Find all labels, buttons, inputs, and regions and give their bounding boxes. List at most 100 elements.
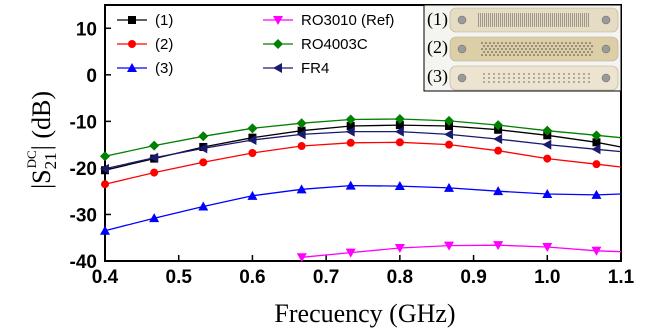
legend-marker (128, 16, 136, 24)
series-4 (100, 114, 622, 162)
y-axis-label-tail: | (dB) (27, 91, 56, 150)
y-tick-label: 0 (86, 66, 97, 87)
data-point (345, 248, 356, 258)
inset-board-3 (449, 65, 619, 91)
data-point (101, 180, 109, 189)
data-point (100, 225, 110, 235)
legend-marker (273, 63, 282, 73)
data-point (199, 158, 208, 167)
data-point (149, 140, 160, 151)
data-point (100, 151, 110, 162)
data-point (542, 188, 553, 198)
data-point (394, 243, 405, 253)
data-point (345, 180, 356, 190)
legend-label: FR4 (301, 60, 329, 77)
inset-label-2: (2) (427, 37, 448, 58)
data-point (247, 134, 257, 145)
y-axis-label-subscript: 21 (41, 152, 60, 169)
data-point (346, 122, 355, 131)
data-point (198, 131, 209, 142)
legend-label: (3) (155, 60, 173, 77)
y-axis-label: |S21DC| (dB) (24, 91, 60, 189)
series-3 (296, 241, 622, 263)
y-tick-label: 10 (76, 19, 97, 40)
x-tick-label: 1.1 (608, 267, 635, 288)
data-point (395, 138, 404, 147)
data-point (394, 181, 405, 191)
inset-photo: (1) (2) (3) (423, 4, 622, 92)
data-point (445, 122, 454, 131)
data-point (100, 163, 109, 174)
legend-marker (127, 63, 137, 72)
data-point (444, 115, 455, 126)
series-line (104, 130, 622, 170)
data-point (296, 129, 306, 140)
data-point (592, 160, 601, 169)
data-point (149, 213, 160, 223)
x-axis-label: Frecuency (GHz) (274, 299, 455, 328)
y-tick-label: -10 (70, 112, 97, 133)
x-tick-label: 0.5 (166, 267, 193, 288)
inset-board-1 (449, 7, 619, 33)
plot-frame (104, 4, 622, 262)
data-point (542, 139, 552, 150)
x-tick-label: 0.7 (313, 267, 339, 288)
data-point (591, 189, 602, 199)
y-tick-label: -40 (70, 252, 97, 273)
legend-label: RO3010 (Ref) (301, 12, 394, 29)
data-point (149, 152, 159, 163)
data-point (247, 190, 258, 200)
data-point (346, 138, 355, 147)
x-tick-label: 0.9 (460, 267, 486, 288)
inset-board-2 (449, 36, 619, 62)
data-point (543, 154, 552, 163)
data-point (493, 134, 503, 145)
data-point (395, 121, 404, 130)
data-point (542, 125, 553, 136)
series-line (104, 118, 622, 157)
y-axis-label-superscript: DC (24, 150, 39, 168)
legend: (1) (2) (3) RO3010 (Ref) RO4003C FR4 (117, 12, 394, 77)
series-line (104, 184, 622, 232)
data-point (542, 243, 553, 253)
data-point (394, 114, 405, 125)
data-point (198, 201, 209, 211)
series-line (104, 124, 622, 171)
series-2 (100, 180, 622, 235)
data-point (591, 144, 601, 155)
data-point (198, 143, 208, 154)
data-point (591, 246, 602, 256)
y-tick-label: -20 (70, 159, 97, 180)
data-point (493, 186, 504, 196)
series-5 (100, 126, 622, 174)
data-point (445, 140, 454, 149)
legend-marker (273, 39, 283, 49)
series-line (104, 141, 622, 185)
data-point (394, 126, 404, 137)
data-point (493, 241, 504, 251)
legend-label: (1) (155, 12, 173, 29)
data-point (345, 114, 356, 125)
data-point (248, 149, 257, 158)
series-1 (101, 138, 622, 189)
data-point (345, 126, 355, 137)
data-point (493, 120, 504, 131)
data-point (247, 123, 258, 134)
data-point (296, 118, 307, 129)
data-point (444, 129, 454, 140)
y-tick-label: -30 (70, 205, 97, 226)
series-line (301, 244, 622, 258)
series-0 (101, 121, 622, 175)
data-point (591, 130, 602, 141)
plot-area: 0.4 0.5 0.6 0.7 0.8 0.9 1.0 1.1 10 0 -10 -20 -30 -40 (70, 4, 635, 288)
x-tick-label: 1.0 (534, 267, 560, 288)
legend-label: RO4003C (301, 36, 368, 53)
inset-label-1: (1) (427, 9, 448, 30)
legend-label: (2) (155, 36, 173, 53)
data-point (494, 146, 503, 155)
legend-marker (273, 16, 283, 25)
data-point (297, 126, 306, 135)
x-tick-label: 0.4 (92, 267, 119, 288)
data-point (444, 241, 455, 251)
